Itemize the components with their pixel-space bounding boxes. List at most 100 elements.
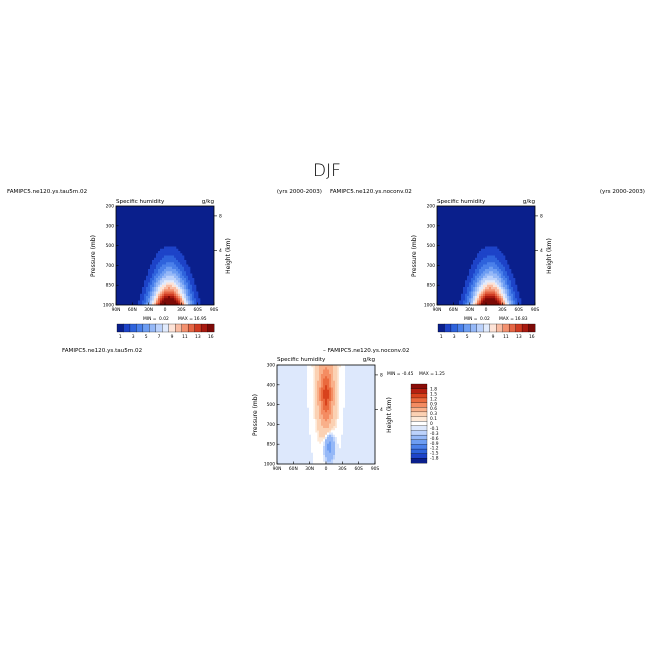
field-cell [305,448,308,451]
field-cell [335,441,338,445]
height-tick-label: 4 [380,407,383,413]
field-cell [311,383,314,386]
field-cell [497,260,500,263]
field-cell [317,367,320,370]
field-cell [192,284,195,288]
field-cell [291,405,294,409]
field-cell [365,403,368,406]
field-cell [491,262,494,265]
field-cell [481,262,484,265]
field-cell [172,296,175,299]
field-cell [180,271,183,274]
field-cell [174,251,177,254]
field-cell [361,450,364,454]
field-cell [327,446,330,449]
field-cell [349,459,352,463]
field-cell [305,365,308,368]
field-cell [485,264,488,268]
field-cell [461,298,464,301]
field-cell [483,255,486,259]
colorbar-swatch [410,397,428,403]
field-cell [335,385,338,388]
field-cell [174,253,177,256]
field-cell [188,302,191,306]
field-cell [369,410,372,413]
field-cell [172,302,175,306]
colorbar-swatch [515,323,523,333]
field-cell [339,378,342,382]
field-cell [156,253,159,256]
field-cell [170,271,173,274]
field-cell [511,280,514,283]
field-cell [299,405,302,409]
field-cell [277,378,280,382]
field-cell [507,300,510,304]
field-cell [281,430,284,433]
field-cell [477,278,480,281]
field-cell [321,452,324,456]
field-cell [301,405,304,409]
field-cell [323,459,326,463]
field-cell [196,298,199,301]
field-cell [311,376,314,379]
field-cell [357,376,360,379]
field-cell [182,257,185,261]
field-cell [164,273,167,277]
field-cell [501,282,504,286]
field-cell [493,293,496,297]
field-cell [471,275,474,279]
field-cell [277,385,280,388]
field-cell [190,284,193,288]
field-cell [493,260,496,263]
field-cell [299,416,302,420]
colorbar-label: 7 [479,334,482,340]
field-cell [186,298,189,301]
field-cell [373,434,376,438]
field-cell [479,266,482,270]
field-cell [325,443,328,447]
field-cell [363,412,366,415]
field-cell [172,266,175,270]
field-cell [307,367,310,370]
field-cell [369,374,372,377]
field-cell [349,428,352,431]
field-cell [311,443,314,447]
field-cell [329,428,332,431]
field-cell [351,401,354,404]
field-cell [343,457,346,460]
field-cell [154,269,157,272]
field-cell [501,264,504,268]
field-cell [465,302,468,306]
field-cell [477,300,480,304]
field-cell [509,273,512,277]
field-cell [483,293,486,297]
colorbar-label: -1.2 [430,446,439,452]
field-cell [369,412,372,415]
field-cell [285,401,288,404]
field-cell [180,291,183,295]
field-cell [347,423,350,427]
field-cell [331,365,334,368]
field-cell [347,396,350,400]
field-cell [363,459,366,463]
field-cell [371,389,374,393]
field-cell [168,284,171,288]
field-cell [295,448,298,451]
field-cell [301,455,304,458]
field-cell [303,446,306,449]
field-cell [325,437,328,440]
field-cell [373,380,376,384]
field-cell [491,269,494,272]
field-cell [309,407,312,411]
field-cell [293,432,296,436]
field-cell [303,416,306,420]
y-tick-label: 700 [267,422,276,428]
field-cell [289,392,292,395]
field-cell [505,302,508,306]
field-cell [277,441,280,445]
field-cell [499,293,502,297]
field-cell [307,432,310,436]
field-cell [170,293,173,297]
field-cell [495,300,498,304]
field-cell [277,371,280,375]
